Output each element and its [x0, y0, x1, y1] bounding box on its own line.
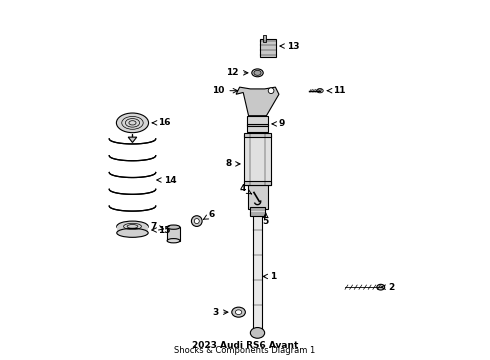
- Ellipse shape: [167, 239, 180, 243]
- Ellipse shape: [117, 221, 148, 232]
- Ellipse shape: [254, 70, 261, 75]
- Bar: [244, 181, 271, 185]
- Ellipse shape: [117, 228, 148, 237]
- Polygon shape: [128, 137, 137, 143]
- Bar: [247, 137, 268, 208]
- Ellipse shape: [317, 89, 323, 93]
- Ellipse shape: [117, 113, 148, 133]
- Text: 10: 10: [212, 86, 238, 95]
- Bar: [167, 227, 180, 241]
- Bar: [247, 123, 268, 126]
- Text: 1: 1: [263, 272, 277, 281]
- Text: 14: 14: [157, 176, 176, 185]
- Text: 9: 9: [272, 120, 285, 129]
- Text: 11: 11: [327, 86, 346, 95]
- Ellipse shape: [235, 310, 242, 315]
- Text: 16: 16: [152, 118, 171, 127]
- Circle shape: [192, 216, 202, 226]
- Polygon shape: [236, 87, 279, 116]
- Bar: [247, 116, 268, 132]
- Ellipse shape: [232, 307, 245, 317]
- Text: 3: 3: [212, 308, 228, 317]
- Text: 13: 13: [280, 41, 299, 50]
- Text: Shocks & Components Diagram 1: Shocks & Components Diagram 1: [174, 346, 316, 355]
- Circle shape: [194, 219, 199, 224]
- Bar: [249, 207, 266, 216]
- Text: 15: 15: [152, 225, 171, 234]
- Ellipse shape: [377, 284, 385, 290]
- Text: 5: 5: [263, 213, 269, 226]
- Text: 4: 4: [240, 184, 252, 194]
- Text: 2023 Audi RS6 Avant: 2023 Audi RS6 Avant: [192, 341, 298, 350]
- Bar: [244, 135, 271, 185]
- Bar: [260, 39, 276, 57]
- Bar: [253, 194, 262, 330]
- Text: 6: 6: [203, 210, 215, 219]
- Circle shape: [268, 88, 274, 94]
- Text: 8: 8: [226, 159, 240, 168]
- Bar: [263, 35, 267, 42]
- Text: 7: 7: [151, 222, 163, 231]
- Bar: [244, 133, 271, 137]
- Bar: [117, 226, 148, 234]
- Text: 2: 2: [381, 283, 394, 292]
- Ellipse shape: [252, 69, 263, 77]
- Ellipse shape: [250, 328, 265, 338]
- Text: 12: 12: [226, 68, 248, 77]
- Ellipse shape: [167, 225, 180, 229]
